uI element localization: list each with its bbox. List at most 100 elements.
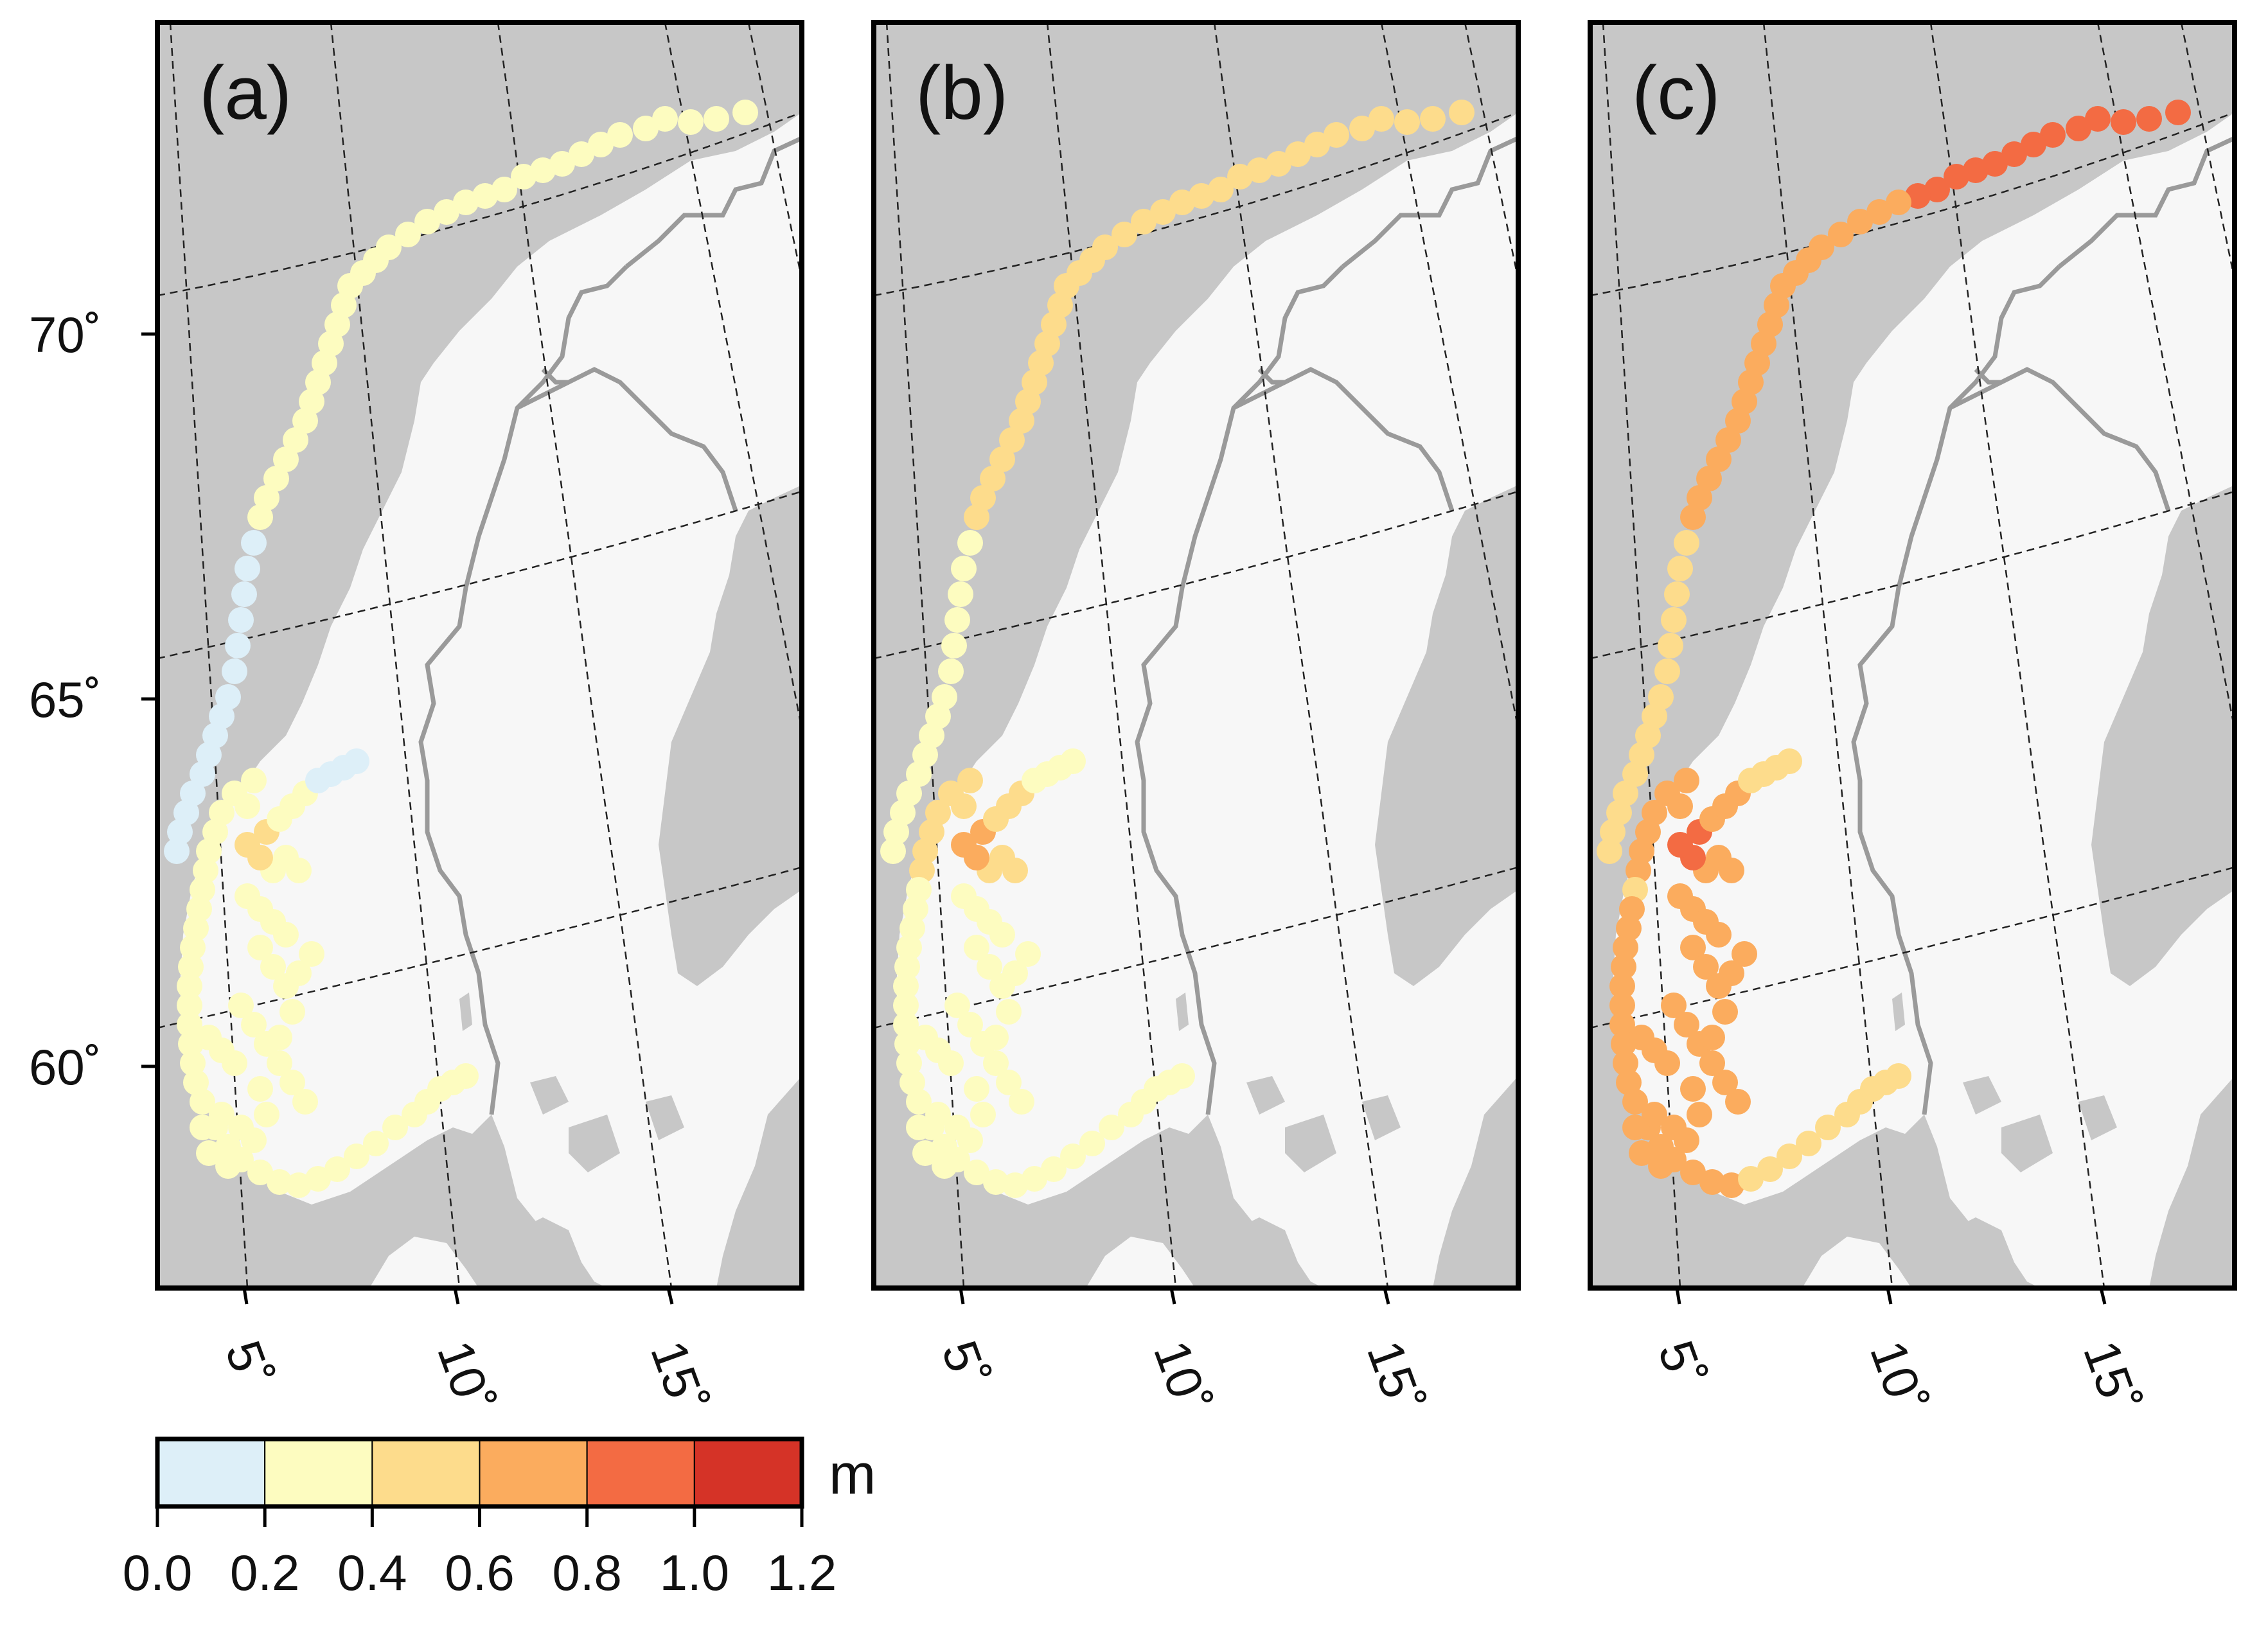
station-marker xyxy=(1866,199,1892,225)
colorbar-bin xyxy=(693,1438,803,1507)
station-marker xyxy=(944,993,970,1018)
latitude-label-60: 60˚ xyxy=(29,1039,102,1095)
station-marker xyxy=(1349,116,1375,141)
station-marker xyxy=(1687,1102,1712,1127)
station-marker xyxy=(1131,209,1156,234)
station-marker xyxy=(1002,960,1028,986)
station-marker xyxy=(1285,141,1311,167)
station-marker xyxy=(2165,100,2191,125)
station-marker xyxy=(899,915,925,941)
colorbar-tick-label: 1.2 xyxy=(767,1544,837,1601)
station-marker xyxy=(1597,838,1622,864)
station-marker xyxy=(948,581,973,607)
station-marker xyxy=(222,658,247,684)
station-marker xyxy=(957,768,983,793)
longitude-label-15: 15˚ xyxy=(2073,1334,2150,1421)
station-marker xyxy=(1667,793,1693,819)
station-marker xyxy=(1886,190,1911,215)
station-marker xyxy=(1696,466,1722,491)
longitude-label-15: 15˚ xyxy=(1356,1334,1434,1421)
colorbar-bin xyxy=(586,1438,695,1507)
station-marker xyxy=(1616,915,1642,941)
station-marker xyxy=(1667,556,1693,581)
station-marker xyxy=(231,581,257,607)
station-marker xyxy=(896,1050,922,1076)
station-marker xyxy=(1609,973,1635,999)
station-marker xyxy=(912,1025,938,1050)
longitude-label-5: 5˚ xyxy=(931,1334,999,1395)
station-marker xyxy=(190,1089,215,1115)
station-marker xyxy=(1609,1012,1635,1037)
station-marker xyxy=(1738,1166,1764,1192)
station-marker xyxy=(247,1076,273,1102)
station-marker xyxy=(2136,106,2162,132)
station-markers xyxy=(1597,100,2191,1198)
station-marker xyxy=(964,1076,989,1102)
station-marker xyxy=(190,877,215,903)
station-marker xyxy=(382,1115,408,1140)
station-marker xyxy=(906,877,932,903)
colorbar-tick-label: 0.8 xyxy=(552,1544,621,1601)
station-marker xyxy=(1815,1115,1841,1140)
station-marker xyxy=(196,1025,222,1050)
station-marker xyxy=(1661,607,1687,633)
station-marker xyxy=(273,446,299,472)
station-marker xyxy=(1622,761,1648,787)
station-marker xyxy=(363,1131,389,1156)
station-marker xyxy=(254,1102,279,1127)
station-marker xyxy=(1099,1115,1124,1140)
colorbar-unit: m xyxy=(829,1442,876,1506)
station-marker xyxy=(267,1169,292,1195)
station-marker xyxy=(1622,877,1648,903)
station-marker xyxy=(983,1050,1009,1076)
station-marker xyxy=(299,941,324,967)
station-marker xyxy=(180,1050,206,1076)
station-marker xyxy=(903,896,928,922)
station-marker xyxy=(569,141,594,167)
station-marker xyxy=(247,935,273,960)
colorbar-tick-label: 0.6 xyxy=(445,1544,514,1601)
station-marker xyxy=(1693,954,1719,980)
colorbar-tick-label: 0.2 xyxy=(230,1544,299,1601)
station-marker xyxy=(957,530,983,556)
station-marker xyxy=(183,915,209,941)
station-marker xyxy=(324,1156,350,1182)
station-marker xyxy=(1622,1115,1648,1140)
station-marker xyxy=(1060,1143,1086,1169)
station-marker xyxy=(235,793,260,819)
colorbar-tick-label: 1.0 xyxy=(660,1544,729,1601)
station-marker xyxy=(1002,858,1028,883)
station-marker xyxy=(1712,999,1738,1025)
longitude-label-10: 10˚ xyxy=(1143,1334,1221,1421)
panel-b: (b) xyxy=(871,20,1521,1291)
station-marker xyxy=(894,954,920,980)
station-marker xyxy=(1661,993,1687,1018)
station-marker xyxy=(1060,748,1086,774)
station-marker xyxy=(1680,504,1706,530)
station-marker xyxy=(511,164,536,190)
colorbar-tick-label: 0.0 xyxy=(123,1544,192,1601)
colorbar-bin xyxy=(157,1438,266,1507)
station-marker xyxy=(177,973,202,999)
panel-frame xyxy=(1588,20,2237,1291)
station-marker xyxy=(1776,748,1802,774)
station-marker xyxy=(983,1169,1009,1195)
station-marker xyxy=(453,1063,479,1089)
station-marker xyxy=(1150,199,1176,225)
station-marker xyxy=(1015,941,1041,967)
station-marker xyxy=(880,838,906,864)
station-marker xyxy=(925,1102,951,1127)
station-marker xyxy=(957,1127,983,1153)
panel-c: (c) xyxy=(1588,20,2237,1291)
station-marker xyxy=(273,922,299,948)
station-marker xyxy=(1009,1089,1034,1115)
station-marker xyxy=(1079,1131,1105,1156)
station-marker xyxy=(1626,858,1651,883)
station-marker xyxy=(1420,106,1446,132)
longitude-label-15: 15˚ xyxy=(640,1334,718,1421)
latitude-label-65: 65˚ xyxy=(29,671,102,728)
colorbar-tick-label: 0.4 xyxy=(337,1544,407,1601)
station-marker xyxy=(196,838,222,864)
station-marker xyxy=(1732,941,1757,967)
station-marker xyxy=(909,858,935,883)
